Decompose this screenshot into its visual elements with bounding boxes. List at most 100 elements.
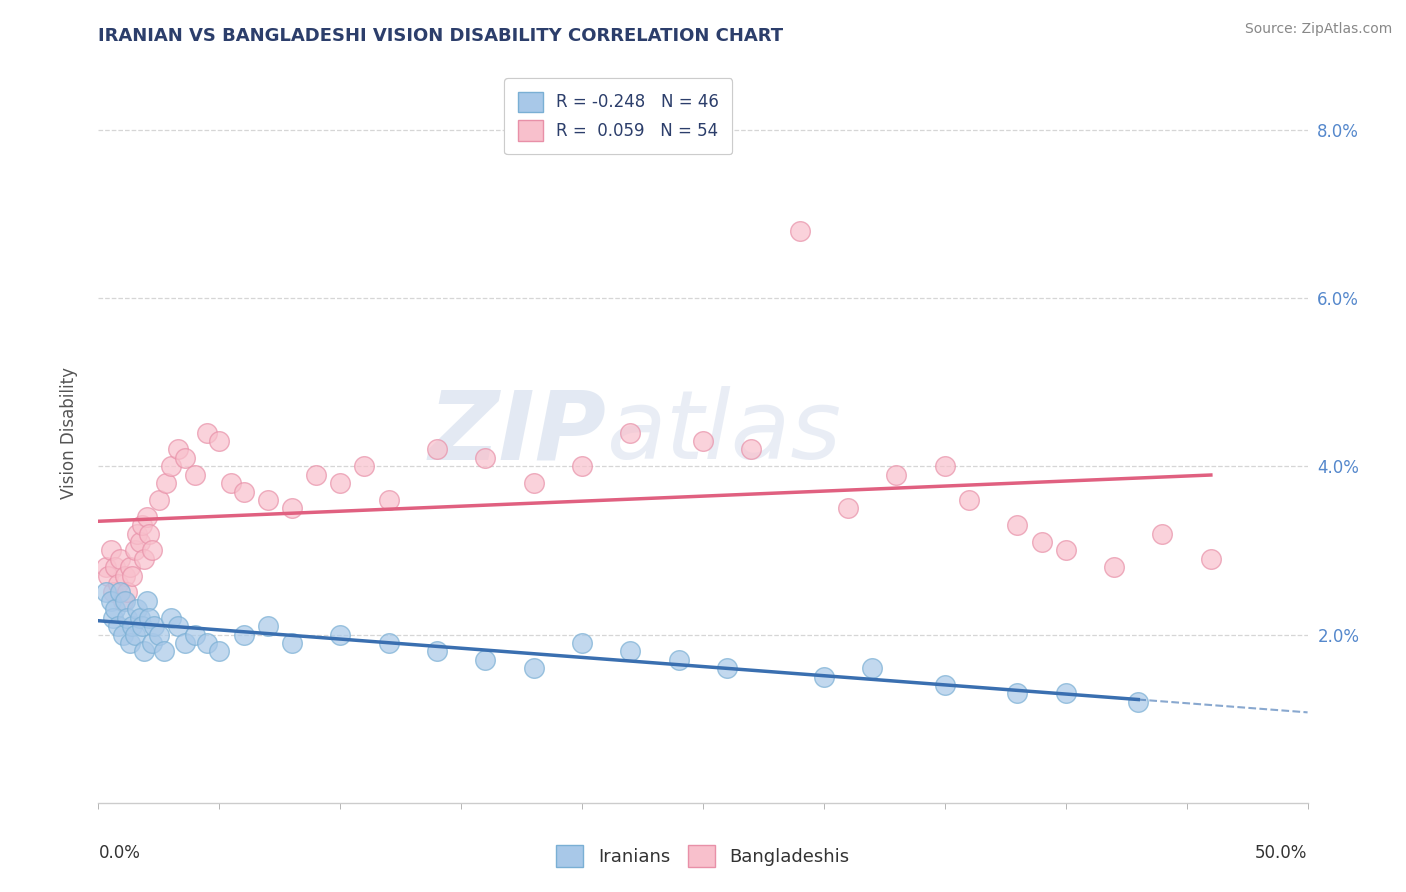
Y-axis label: Vision Disability: Vision Disability <box>59 367 77 499</box>
Point <box>108 551 131 566</box>
Point <box>619 425 641 440</box>
Point <box>94 585 117 599</box>
Point <box>789 224 811 238</box>
Point <box>1007 518 1029 533</box>
Point <box>101 610 124 624</box>
Point <box>281 501 304 516</box>
Point <box>813 670 835 684</box>
Point <box>128 535 150 549</box>
Point <box>138 526 160 541</box>
Point <box>256 492 278 507</box>
Legend: R = -0.248   N = 46, R =  0.059   N = 54: R = -0.248 N = 46, R = 0.059 N = 54 <box>505 78 733 153</box>
Point <box>1031 535 1053 549</box>
Point <box>124 627 146 641</box>
Point <box>101 585 124 599</box>
Point <box>692 434 714 448</box>
Point <box>128 610 150 624</box>
Text: ZIP: ZIP <box>429 386 606 479</box>
Text: Source: ZipAtlas.com: Source: ZipAtlas.com <box>1244 22 1392 37</box>
Point <box>100 543 122 558</box>
Point <box>886 467 908 482</box>
Point <box>377 636 399 650</box>
Point <box>118 560 141 574</box>
Point <box>167 619 190 633</box>
Point <box>97 568 120 582</box>
Point <box>474 450 496 465</box>
Point <box>281 636 304 650</box>
Point <box>716 661 738 675</box>
Point <box>353 459 375 474</box>
Point <box>934 678 956 692</box>
Point <box>195 425 218 440</box>
Point <box>124 543 146 558</box>
Point <box>523 476 546 491</box>
Point <box>135 509 157 524</box>
Point <box>141 636 163 650</box>
Point <box>377 492 399 507</box>
Point <box>305 467 328 482</box>
Point <box>141 543 163 558</box>
Point <box>107 577 129 591</box>
Point <box>329 627 352 641</box>
Point <box>1199 551 1222 566</box>
Text: IRANIAN VS BANGLADESHI VISION DISABILITY CORRELATION CHART: IRANIAN VS BANGLADESHI VISION DISABILITY… <box>98 27 783 45</box>
Point <box>117 610 139 624</box>
Point <box>167 442 190 457</box>
Point <box>121 619 143 633</box>
Point <box>134 644 156 658</box>
Point <box>740 442 762 457</box>
Point <box>208 434 231 448</box>
Point <box>1054 686 1077 700</box>
Point <box>160 610 183 624</box>
Point <box>111 627 134 641</box>
Point <box>174 636 197 650</box>
Point <box>152 644 174 658</box>
Point <box>232 484 254 499</box>
Point <box>131 619 153 633</box>
Point <box>111 594 134 608</box>
Point <box>837 501 859 516</box>
Point <box>184 627 207 641</box>
Point <box>523 661 546 675</box>
Point <box>135 594 157 608</box>
Point <box>195 636 218 650</box>
Point <box>426 442 449 457</box>
Legend: Iranians, Bangladeshis: Iranians, Bangladeshis <box>548 838 858 874</box>
Point <box>104 602 127 616</box>
Point <box>329 476 352 491</box>
Point <box>100 594 122 608</box>
Point <box>184 467 207 482</box>
Point <box>131 518 153 533</box>
Point <box>143 619 166 633</box>
Point <box>208 644 231 658</box>
Point <box>1007 686 1029 700</box>
Point <box>114 568 136 582</box>
Point <box>148 627 170 641</box>
Point <box>934 459 956 474</box>
Point <box>155 476 177 491</box>
Point <box>668 653 690 667</box>
Point <box>174 450 197 465</box>
Point <box>134 551 156 566</box>
Point <box>860 661 883 675</box>
Point <box>1128 695 1150 709</box>
Text: 50.0%: 50.0% <box>1256 844 1308 862</box>
Point <box>426 644 449 658</box>
Point <box>571 459 593 474</box>
Point <box>1102 560 1125 574</box>
Point <box>121 568 143 582</box>
Point <box>117 585 139 599</box>
Point <box>619 644 641 658</box>
Point <box>127 526 149 541</box>
Point <box>114 594 136 608</box>
Point <box>148 492 170 507</box>
Text: 0.0%: 0.0% <box>98 844 141 862</box>
Point <box>256 619 278 633</box>
Point <box>94 560 117 574</box>
Point <box>571 636 593 650</box>
Point <box>160 459 183 474</box>
Point <box>118 636 141 650</box>
Point <box>127 602 149 616</box>
Point <box>221 476 243 491</box>
Point <box>108 585 131 599</box>
